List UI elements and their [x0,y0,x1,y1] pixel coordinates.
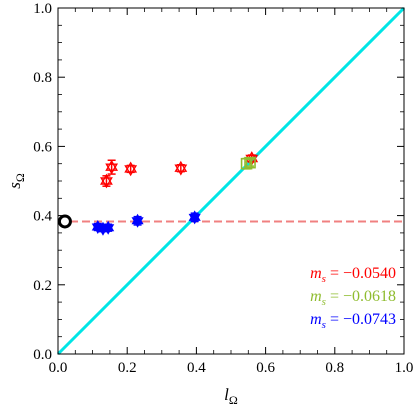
data-point-overlay [131,217,144,228]
data-point [174,160,188,172]
data-point-overlay [124,165,138,177]
data-point-overlay [188,213,201,225]
data-point-overlay [102,224,115,235]
legend-entry-1: ms = −0.0618 [310,288,396,308]
axes: 0.00.0 0.2 0.2 0.4 0.4 0.6 0.6 0.8 0.8 1.0 1.0 lΩ sΩ [5,1,413,407]
x-tick-label: 1.0 [395,360,414,376]
y-tick-label: 1.0 [33,1,52,17]
diagonal-line [56,6,406,356]
x-tick-label: 0.6 [256,360,275,376]
x-tick-label: 0.0 [49,360,68,376]
x-axis-title: lΩ [224,385,238,407]
y-tick-label: 0.2 [33,278,52,294]
y-tick-label: 0.0 [33,347,52,363]
plot-area [56,6,406,356]
x-tick-label: 0.4 [187,360,206,376]
y-axis-title: sΩ [5,173,27,189]
data-point-overlay [105,163,119,175]
x-tick-label: 0.8 [325,360,344,376]
data-point-overlay [100,177,113,189]
series-1 [240,156,256,170]
data-point [100,173,113,185]
legend-entry-2: ms = −0.0743 [310,311,396,331]
reference-point [57,214,72,229]
y-tick-label: 0.6 [33,139,52,155]
legend-entry-0: ms = −0.0540 [310,265,396,285]
data-point [124,161,138,173]
y-tick-label: 0.8 [33,70,52,86]
legend: ms = −0.0540 ms = −0.0618 ms = −0.0743 [310,265,396,331]
data-point [244,156,256,169]
series-2 [91,210,201,236]
series-0 [100,151,259,189]
data-point [105,159,119,171]
y-tick-label: 0.4 [33,209,52,225]
data-point-overlay [174,164,188,176]
x-tick-label: 0.2 [118,360,137,376]
